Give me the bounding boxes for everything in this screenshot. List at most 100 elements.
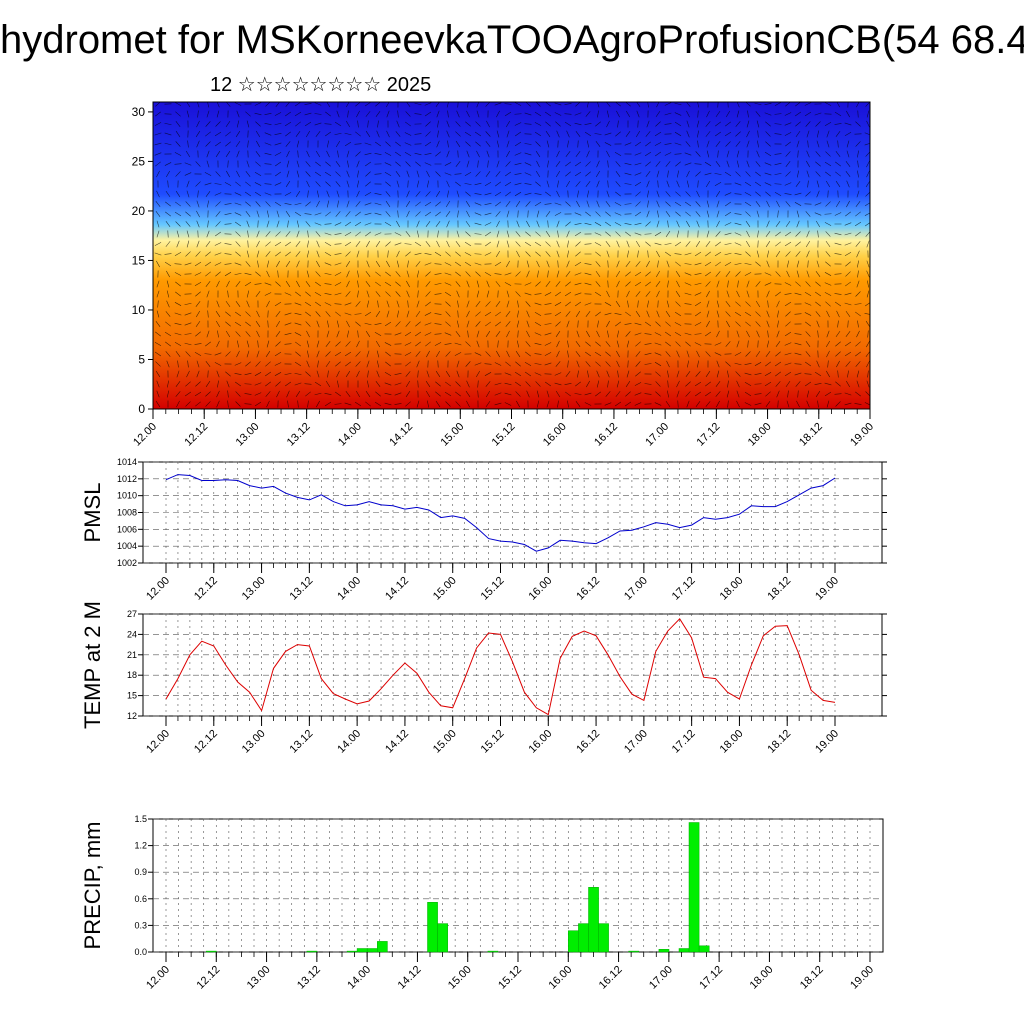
wind-vector xyxy=(456,320,460,328)
wind-vector xyxy=(364,311,372,317)
wind-vector xyxy=(464,183,472,185)
wind-vector xyxy=(694,301,702,307)
wind-vector xyxy=(714,251,722,257)
wind-vector xyxy=(424,111,432,117)
wind-vector xyxy=(205,341,211,347)
wind-vector xyxy=(255,271,261,277)
wind-vector xyxy=(644,333,652,335)
wind-vector xyxy=(656,190,660,198)
wind-vector xyxy=(455,381,461,387)
wind-vector xyxy=(785,321,791,327)
wind-vector xyxy=(674,201,682,207)
wind-vector xyxy=(586,150,590,158)
wind-vector xyxy=(217,380,219,388)
wind-vector xyxy=(857,170,859,178)
heatmap-field xyxy=(153,102,870,409)
wind-vector xyxy=(735,301,741,307)
wind-vector xyxy=(815,151,821,157)
wind-vector xyxy=(495,321,501,327)
wind-vector xyxy=(405,161,411,167)
wind-vector xyxy=(205,121,211,127)
wind-vector xyxy=(506,140,510,148)
wind-vector xyxy=(644,393,652,395)
wind-vector xyxy=(154,252,162,256)
wind-vector xyxy=(234,362,242,366)
wind-vector xyxy=(605,391,611,397)
wind-vector xyxy=(265,251,271,257)
wind-vector xyxy=(316,240,320,248)
wind-vector xyxy=(754,102,762,106)
wind-vector xyxy=(644,383,652,385)
wind-vector xyxy=(245,331,251,337)
wind-vector xyxy=(284,292,292,296)
wind-vector xyxy=(244,403,252,405)
wind-vector xyxy=(154,242,162,246)
wind-vector xyxy=(484,311,492,317)
wind-vector xyxy=(596,380,600,388)
wind-vector xyxy=(866,120,870,128)
wind-vector xyxy=(794,111,802,117)
wind-vector xyxy=(175,171,181,177)
wind-vector xyxy=(155,400,161,408)
wind-vector xyxy=(494,191,502,197)
wind-vector xyxy=(165,241,171,247)
wind-vector xyxy=(524,361,532,367)
wind-vector xyxy=(716,220,720,228)
wind-vector xyxy=(604,132,612,136)
wind-vector xyxy=(255,161,261,167)
wind-vector xyxy=(366,260,370,268)
wind-vector xyxy=(804,373,812,375)
wind-vector xyxy=(575,400,581,408)
pmsl-xtick-label: 18.00 xyxy=(718,575,746,603)
wind-vector xyxy=(206,230,210,238)
wind-vector xyxy=(316,340,320,348)
wind-vector xyxy=(504,402,512,406)
wind-vector xyxy=(864,402,870,406)
wind-vector xyxy=(476,150,480,158)
wind-vector xyxy=(676,390,680,398)
wind-vector xyxy=(395,131,401,137)
wind-vector xyxy=(376,360,380,368)
wind-vector xyxy=(634,172,642,176)
wind-vector xyxy=(386,300,390,308)
wind-vector xyxy=(366,350,370,358)
wind-vector xyxy=(834,212,842,216)
wind-vector xyxy=(655,280,661,288)
wind-vector xyxy=(775,381,781,387)
wind-vector xyxy=(435,381,441,387)
wind-vector xyxy=(634,271,642,277)
wind-vector xyxy=(664,243,672,245)
wind-vector xyxy=(466,280,470,288)
wind-vector xyxy=(525,381,531,387)
wind-vector xyxy=(215,221,221,227)
wind-vector xyxy=(257,220,259,228)
wind-vector xyxy=(274,161,282,167)
wind-vector xyxy=(526,220,530,228)
wind-vector xyxy=(817,400,819,408)
wind-vector xyxy=(797,170,799,178)
wind-vector xyxy=(505,120,511,128)
wind-vector xyxy=(754,181,762,187)
wind-vector xyxy=(565,301,571,307)
precip-xtick-label: 12.00 xyxy=(144,964,172,992)
wind-vector xyxy=(424,141,432,147)
wind-vector xyxy=(317,360,319,368)
wind-vector xyxy=(156,290,160,298)
wind-vector xyxy=(254,182,262,186)
wind-vector xyxy=(725,361,731,367)
wind-vector xyxy=(635,240,641,248)
wind-vector xyxy=(416,170,420,178)
wind-vector xyxy=(776,330,780,338)
wind-vector xyxy=(334,351,342,357)
wind-vector xyxy=(324,302,332,306)
wind-vector xyxy=(825,171,831,177)
wind-vector xyxy=(295,121,301,127)
wind-vector xyxy=(195,181,201,187)
wind-vector xyxy=(825,151,831,157)
wind-vector xyxy=(284,332,292,336)
wind-vector xyxy=(375,381,381,387)
wind-vector xyxy=(866,280,870,288)
wind-vector xyxy=(485,170,491,178)
wind-vector xyxy=(245,361,251,367)
wind-vector xyxy=(224,182,232,186)
